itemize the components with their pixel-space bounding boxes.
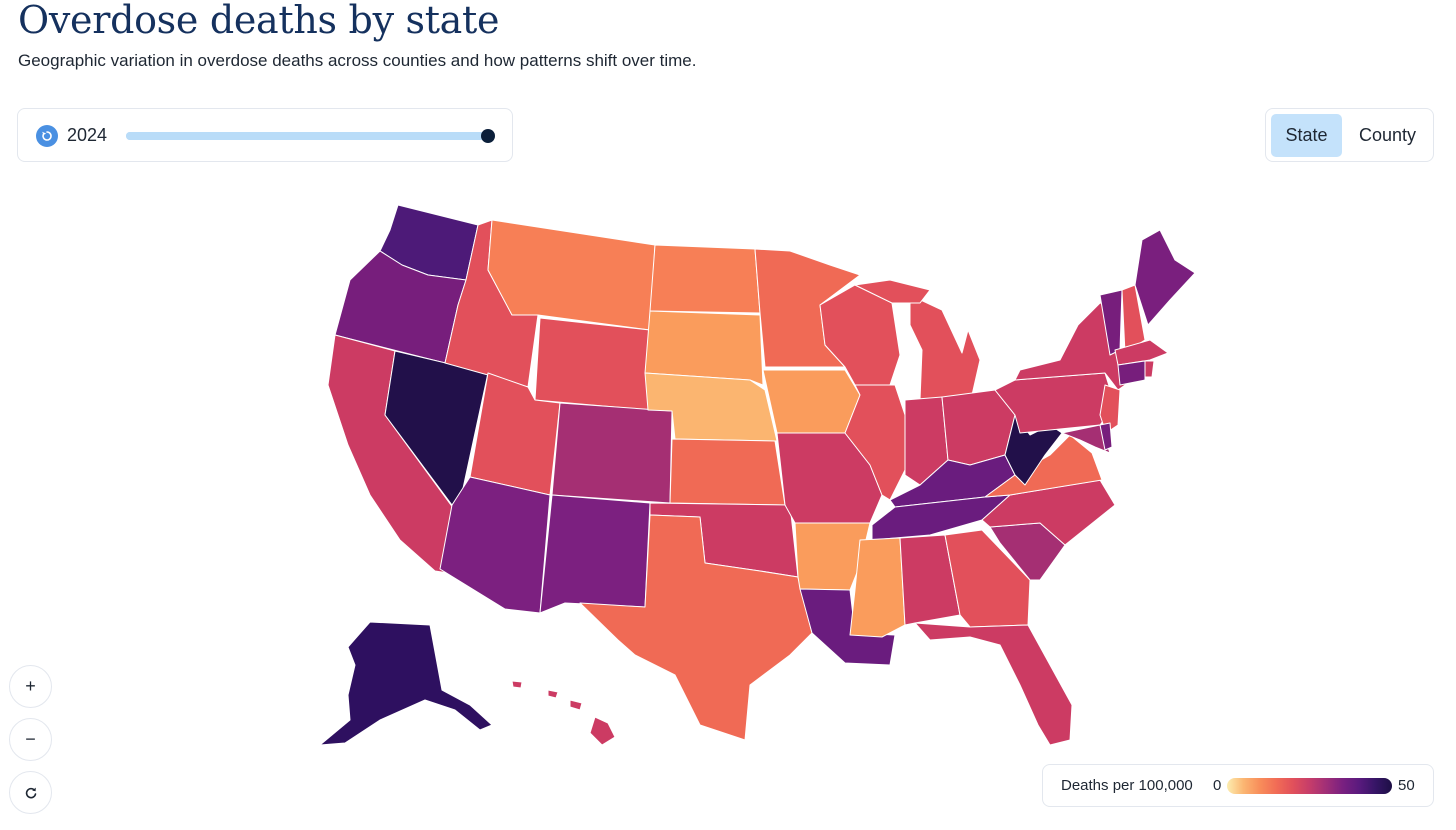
- state-iowa[interactable]: [762, 369, 861, 434]
- legend-title: Deaths per 100,000: [1061, 777, 1193, 794]
- year-slider-handle[interactable]: [481, 129, 495, 143]
- state-new-jersey[interactable]: [1099, 384, 1121, 434]
- state-maryland[interactable]: [1061, 424, 1111, 454]
- state-hawaii-maui[interactable]: [569, 699, 583, 711]
- state-colorado[interactable]: [551, 402, 673, 504]
- zoom-in-button[interactable]: +: [9, 665, 52, 708]
- page-title: Overdose deaths by state: [18, 0, 500, 42]
- year-slider[interactable]: [126, 129, 495, 143]
- state-texas[interactable]: [579, 514, 813, 741]
- state-florida[interactable]: [914, 622, 1073, 746]
- state-delaware[interactable]: [1099, 422, 1113, 451]
- state-south-dakota[interactable]: [644, 310, 764, 386]
- state-illinois[interactable]: [844, 384, 906, 501]
- state-montana[interactable]: [487, 219, 656, 331]
- state-new-hampshire[interactable]: [1121, 284, 1146, 354]
- state-massachusetts[interactable]: [1114, 339, 1169, 366]
- state-wyoming[interactable]: [534, 317, 651, 411]
- state-arizona[interactable]: [439, 476, 551, 614]
- us-choropleth-map[interactable]: [230, 185, 1230, 765]
- state-hawaii[interactable]: [589, 716, 616, 746]
- state-kansas[interactable]: [669, 438, 786, 506]
- year-label: 2024: [67, 125, 108, 145]
- state-mississippi[interactable]: [849, 537, 906, 638]
- map-svg: [319, 204, 1196, 746]
- state-alaska[interactable]: [319, 621, 493, 746]
- state-new-mexico[interactable]: [539, 494, 651, 614]
- year-control-panel: 2024: [17, 108, 513, 162]
- tab-county[interactable]: County: [1358, 125, 1417, 145]
- state-rhode-island[interactable]: [1144, 360, 1155, 378]
- legend-min: 0: [1213, 777, 1222, 794]
- state-louisiana[interactable]: [799, 588, 896, 666]
- legend-gradient: [1227, 778, 1392, 794]
- reset-icon: [25, 787, 36, 798]
- reset-view-button[interactable]: [9, 771, 52, 814]
- state-michigan[interactable]: [909, 294, 981, 401]
- zoom-out-button[interactable]: −: [9, 718, 52, 761]
- state-hawaii-oahu[interactable]: [547, 689, 559, 699]
- state-maine[interactable]: [1134, 229, 1196, 326]
- state-north-dakota[interactable]: [649, 244, 761, 314]
- state-alabama[interactable]: [899, 534, 961, 626]
- state-hawaii-kauai[interactable]: [511, 680, 523, 689]
- page-subtitle: Geographic variation in overdose deaths …: [18, 51, 697, 70]
- replay-icon[interactable]: [36, 125, 58, 147]
- view-toggle: State County: [1265, 108, 1434, 162]
- year-slider-fill: [126, 132, 488, 140]
- color-legend: Deaths per 100,000 0 50: [1042, 764, 1434, 807]
- tab-state[interactable]: State: [1271, 114, 1342, 157]
- legend-max: 50: [1398, 777, 1415, 794]
- state-michigan-up[interactable]: [854, 279, 931, 304]
- state-connecticut[interactable]: [1117, 360, 1146, 386]
